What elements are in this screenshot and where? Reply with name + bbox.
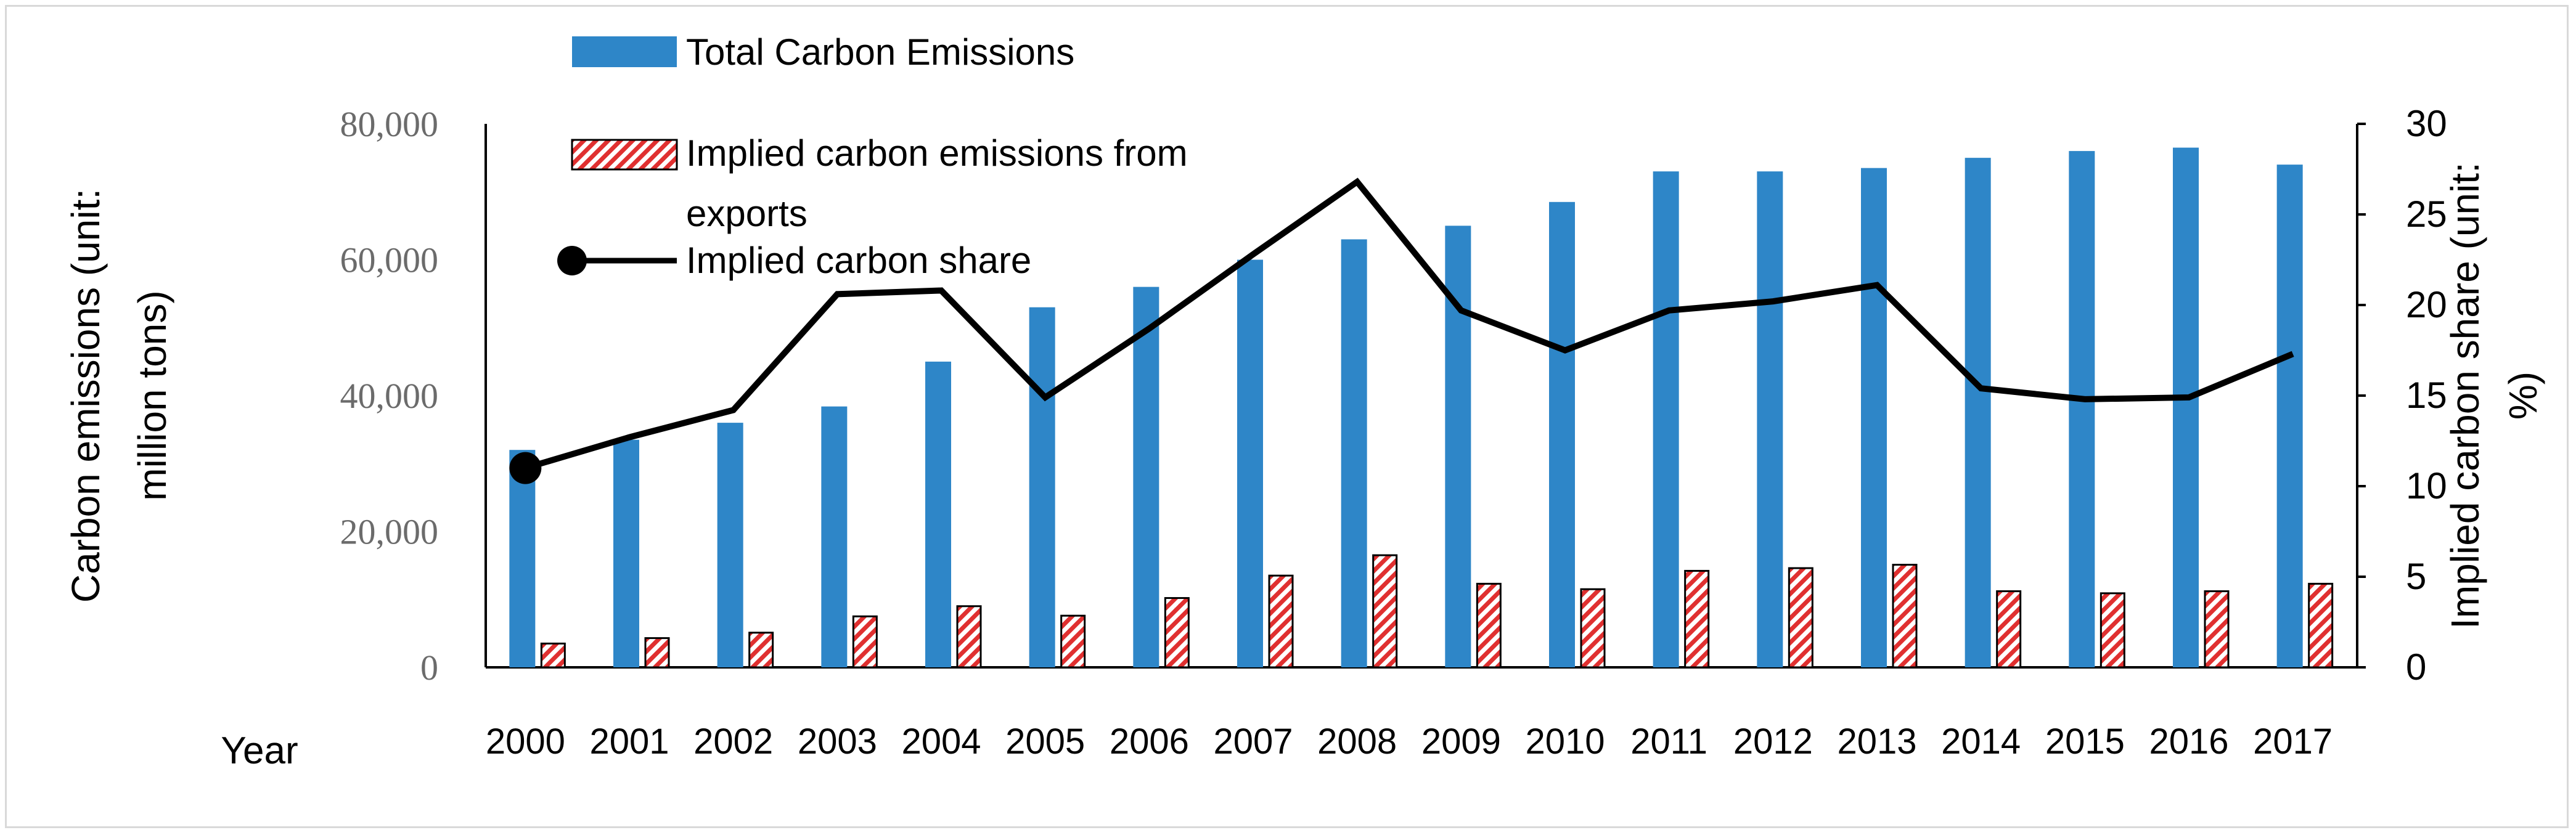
total-bar [2276,165,2303,667]
legend-swatch-export [571,139,678,171]
export-bar [1580,588,1606,669]
x-tick-label: 2001 [589,722,669,762]
left-axis-title-line2: million tons) [130,290,174,500]
right-axis-title-line2: %) [2501,372,2545,420]
total-emission-bars [509,147,2303,668]
x-tick-label: 2011 [1630,722,1707,762]
total-bar [1861,168,1887,668]
x-tick-label: 2015 [2045,722,2125,762]
left-y-ticks: 0 20,000 40,000 60,000 80,000 [340,104,439,688]
export-bar [1372,554,1398,669]
total-bar [613,439,639,667]
x-axis-title: Year [221,730,298,772]
x-tick-label: 2017 [2253,722,2333,762]
legend: Total Carbon Emissions Implied carbon em… [557,31,1188,281]
export-bar [2308,582,2334,669]
export-bar [1892,564,1918,669]
total-bar [1029,307,1055,667]
export-bar [748,632,774,669]
x-tick-label: 2004 [901,722,981,762]
export-bar [1996,590,2022,669]
export-bar [2204,590,2230,669]
chart-frame: 0 20,000 40,000 60,000 80,000 0 5 10 15 20 25 30 2… [5,5,2569,828]
total-bar [2069,151,2095,668]
export-bar [852,615,878,669]
export-bar [1788,567,1813,669]
x-tick-label: 2009 [1421,722,1501,762]
total-bar [1965,158,1991,667]
implied-share-line [524,177,2294,471]
left-tick-label: 0 [420,648,438,688]
x-tick-label: 2008 [1317,722,1397,762]
implied-share-series [509,177,2294,484]
x-tick-label: 2003 [798,722,877,762]
right-tick-label: 15 [2406,375,2447,416]
x-tick-label: 2014 [1941,722,2021,762]
left-axis-title-line1: Carbon emissions (unit: [63,189,108,603]
export-bar [1476,582,1502,669]
export-bar [2100,592,2125,669]
export-emission-bars [540,554,2334,669]
right-tick-label: 25 [2406,193,2447,235]
export-bar [1268,574,1294,669]
export-bar [956,605,982,669]
x-tick-label: 2007 [1213,722,1293,762]
legend-label-export-line2: exports [686,193,808,234]
left-tick-label: 20,000 [340,512,439,552]
left-tick-label: 80,000 [340,104,439,144]
export-bar [644,637,670,669]
x-tick-label: 2010 [1525,722,1605,762]
x-tick-label: 2006 [1110,722,1189,762]
total-bar [925,361,951,667]
x-tick-label: 2002 [693,722,773,762]
total-bar [821,406,848,667]
left-tick-label: 40,000 [340,376,439,416]
emissions-chart: 0 20,000 40,000 60,000 80,000 0 5 10 15 20 25 30 2… [63,31,2545,772]
legend-marker-share [557,246,587,275]
total-bar [1341,239,1367,667]
right-axis-title-line1: Implied carbon share (unit: [2443,162,2487,629]
x-tick-label: 2012 [1733,722,1813,762]
implied-share-marker [509,452,542,484]
legend-swatch-total [572,36,677,67]
total-bar [2173,147,2199,667]
x-tick-label: 2005 [1005,722,1085,762]
total-bar [1653,171,1679,667]
right-y-ticks: 0 5 10 15 20 25 30 [2357,103,2447,688]
x-tick-label: 2013 [1837,722,1916,762]
right-tick-label: 10 [2406,465,2447,506]
right-tick-label: 20 [2406,284,2447,325]
legend-label-share: Implied carbon share [686,240,1031,281]
export-bar [1060,614,1086,669]
total-bar [717,423,743,667]
total-bar [509,450,536,667]
x-tick-label: 2016 [2149,722,2228,762]
right-tick-label: 5 [2406,556,2426,597]
total-bar [1549,201,1575,668]
x-tick-labels: 2000 2001 2002 2003 2004 2005 2006 2007 2008 2009… [486,722,2333,762]
right-tick-label: 30 [2406,103,2447,144]
left-tick-label: 60,000 [340,240,439,280]
export-bar [540,642,566,669]
legend-label-export-line1: Implied carbon emissions from [686,132,1188,174]
export-bar [1164,597,1190,669]
export-bar [1684,569,1710,669]
total-bar [1237,259,1263,667]
total-bar [1133,287,1159,668]
legend-label-total: Total Carbon Emissions [686,31,1074,73]
x-tick-label: 2000 [486,722,565,762]
total-bar [1757,171,1783,667]
right-tick-label: 0 [2406,646,2426,688]
